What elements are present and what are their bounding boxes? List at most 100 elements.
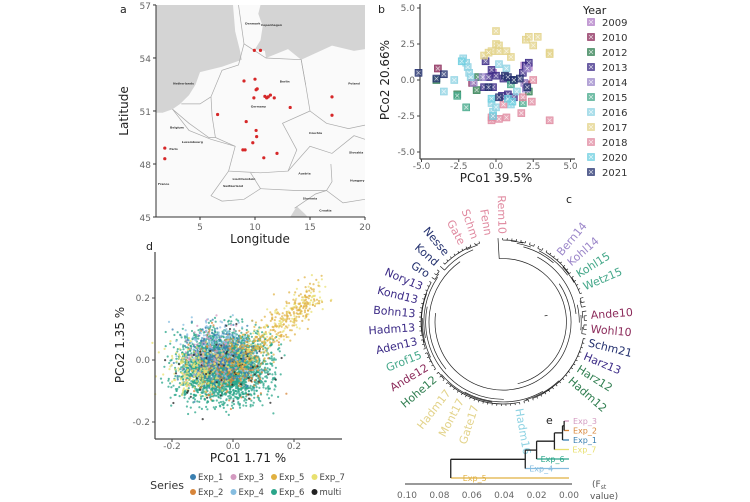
point-cross	[483, 59, 488, 64]
point-Exp_5	[279, 317, 282, 320]
point-Exp_6	[249, 384, 252, 387]
y-tick-label: 48	[140, 161, 152, 171]
legend-key	[587, 168, 595, 176]
point-Exp_7	[215, 383, 218, 386]
point-Exp_5	[285, 302, 288, 305]
point-Exp_5	[298, 315, 301, 318]
year-point	[478, 73, 487, 81]
point-Exp_1	[218, 339, 221, 342]
point-Exp_4	[234, 332, 237, 335]
point-Exp_5	[304, 304, 307, 307]
point-Exp_5	[248, 360, 251, 363]
legend-key	[587, 63, 595, 71]
panel-label-e: e	[546, 414, 553, 427]
point-Exp_5	[237, 363, 241, 366]
point-Exp_4	[223, 340, 226, 343]
point-cross	[489, 67, 494, 73]
point-Exp_2	[250, 374, 253, 377]
point-Exp_6	[255, 389, 258, 392]
point-Exp_5	[299, 293, 302, 296]
point-Exp_1	[226, 345, 229, 348]
point-Exp_5	[295, 315, 298, 318]
point-Exp_7	[206, 375, 209, 378]
point-Exp_7	[219, 368, 222, 372]
point-Exp_2	[253, 354, 256, 357]
point-Exp_1	[231, 333, 234, 336]
point-Exp_6	[216, 392, 220, 396]
point-Exp_6	[213, 316, 217, 319]
point-Exp_5	[263, 337, 266, 340]
legend-label: 2017	[602, 123, 627, 134]
point-Exp_6	[172, 384, 175, 387]
y-tick-label: 45	[140, 214, 151, 224]
point-Exp_7	[285, 304, 288, 308]
point-Exp_6	[237, 390, 240, 393]
point-Exp_2	[200, 386, 203, 389]
point-Exp_5	[253, 325, 256, 328]
point-Exp_4	[210, 342, 213, 346]
point-Exp_5	[239, 337, 242, 340]
y-axis-label: PCo2 20.66%	[378, 40, 392, 120]
point-Exp_6	[270, 394, 273, 397]
point-Exp_7	[198, 362, 201, 365]
point-Exp_5	[317, 284, 320, 287]
point-Exp_7	[257, 331, 260, 334]
point-Exp_5	[288, 311, 291, 314]
point-Exp_6	[261, 331, 264, 334]
point-Exp_6	[255, 386, 258, 389]
year-point	[450, 76, 459, 84]
point-Exp_7	[248, 354, 251, 357]
point-Exp_6	[255, 375, 258, 378]
point-Exp_5	[306, 327, 309, 330]
point-Exp_1	[211, 358, 214, 361]
site-point	[272, 96, 276, 100]
point-Exp_6	[173, 393, 176, 397]
point-Exp_5	[307, 309, 310, 312]
point-Exp_7	[310, 296, 313, 299]
point-Exp_5	[263, 342, 266, 345]
point-Exp_6	[215, 399, 218, 402]
point-cross	[535, 34, 540, 40]
point-cross	[496, 48, 502, 54]
baltic-sea	[255, 5, 365, 60]
y-tick-label: 0.0	[401, 76, 416, 86]
point-Exp_2	[285, 392, 288, 395]
point-Exp_7	[178, 357, 181, 360]
point-Exp_5	[253, 340, 256, 343]
point-Exp_5	[254, 346, 257, 350]
point-Exp_5	[250, 352, 253, 356]
legend-item: 2013	[587, 63, 627, 74]
legend-key	[230, 489, 237, 495]
point-Exp_7	[309, 299, 313, 302]
point-multi	[172, 401, 175, 405]
point-Exp_7	[259, 364, 262, 367]
point-Exp_7	[320, 299, 323, 302]
year-point	[519, 93, 527, 102]
point-Exp_7	[197, 372, 200, 375]
point-Exp_7	[202, 355, 205, 358]
point-Exp_6	[172, 346, 175, 349]
point-Exp_2	[208, 330, 211, 333]
panel-b-pcoa: -5.0 -2.5 0.0 2.5 5.0-5.0-2.50.02.55.0 PCo1 …	[378, 4, 627, 185]
point-Exp_7	[191, 369, 194, 372]
point-Exp_1	[236, 337, 239, 340]
point-Exp_6	[219, 397, 222, 400]
point-Exp_1	[206, 364, 209, 367]
point-Exp_6	[178, 395, 181, 398]
point-Exp_6	[205, 405, 208, 408]
point-Exp_5	[269, 329, 272, 332]
point-cross	[486, 74, 491, 80]
point-Exp_6	[187, 412, 190, 416]
point-Exp_6	[244, 389, 247, 392]
point-Exp_6	[250, 389, 253, 392]
point-Exp_6	[264, 346, 267, 349]
point-Exp_6	[240, 387, 243, 390]
site-point	[254, 128, 258, 133]
point-Exp_7	[247, 342, 250, 345]
x-tick-label: 0.02	[527, 491, 547, 501]
point-Exp_5	[293, 321, 296, 324]
point-Exp_7	[214, 365, 217, 368]
pcoa-points	[414, 27, 554, 125]
point-Exp_5	[238, 359, 241, 362]
point-multi	[232, 354, 235, 357]
